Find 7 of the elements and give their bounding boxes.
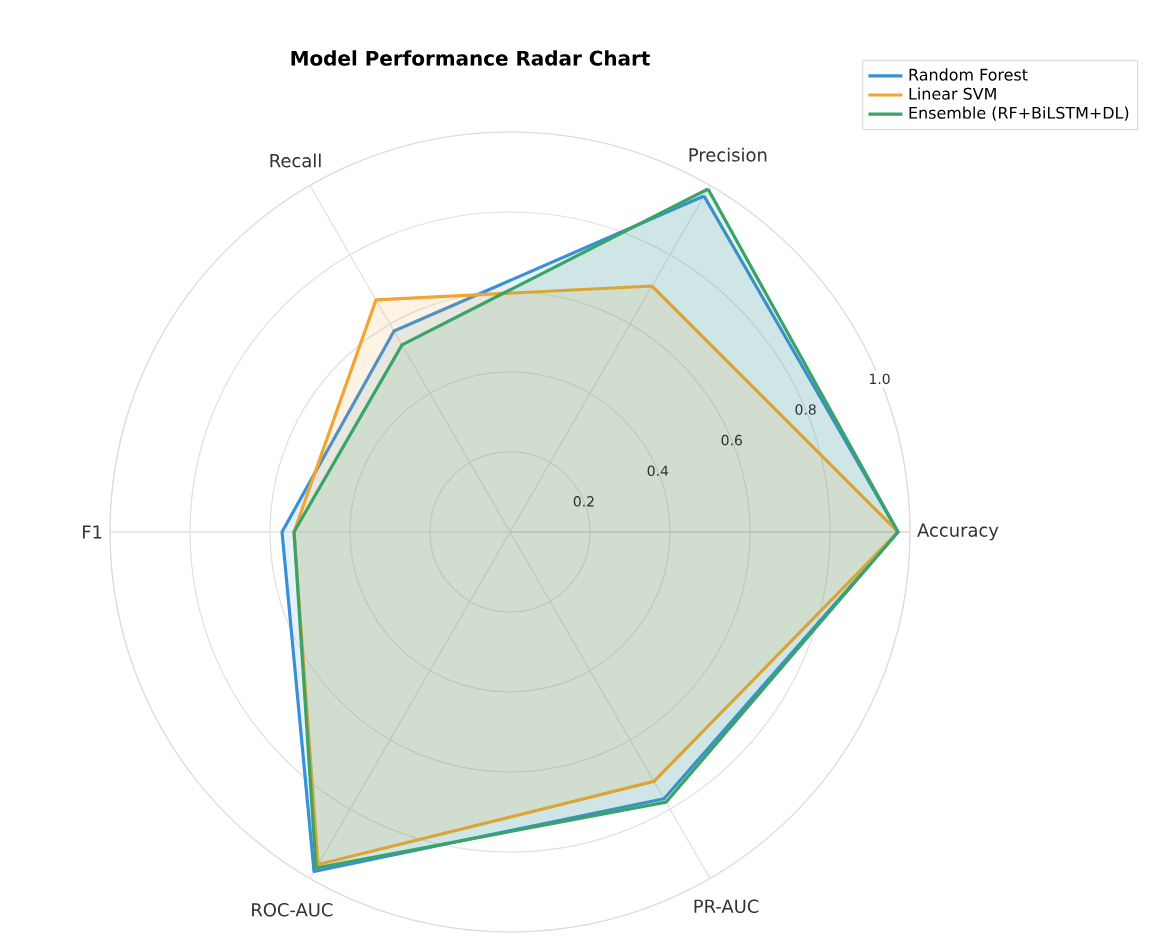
spoke-label: Accuracy <box>917 523 999 541</box>
spoke-label: ROC-AUC <box>252 903 333 917</box>
spoke-label: PR-AUC <box>694 899 759 913</box>
chart-title: Model Performance Radar Chart <box>291 50 650 66</box>
spoke-label: F1 <box>83 525 102 539</box>
spoke-label: Precision <box>689 147 767 162</box>
spoke-label: Recall <box>270 153 321 168</box>
